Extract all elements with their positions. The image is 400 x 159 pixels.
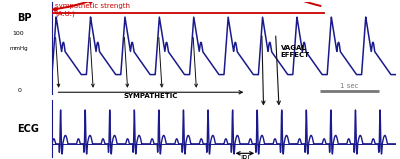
Text: sympathetic strength
(A.U.): sympathetic strength (A.U.) xyxy=(56,3,130,17)
Text: IBI: IBI xyxy=(240,155,250,159)
Text: VAGAL
EFFECT: VAGAL EFFECT xyxy=(281,45,310,58)
Text: 100: 100 xyxy=(12,31,24,36)
Text: SYMPATHETIC
EFFECT: SYMPATHETIC EFFECT xyxy=(124,93,178,106)
Text: ECG: ECG xyxy=(18,124,40,134)
Text: mmHg: mmHg xyxy=(9,46,28,51)
Text: 1 sec: 1 sec xyxy=(340,83,359,89)
Text: BP: BP xyxy=(18,13,32,23)
Text: 0: 0 xyxy=(18,88,22,93)
